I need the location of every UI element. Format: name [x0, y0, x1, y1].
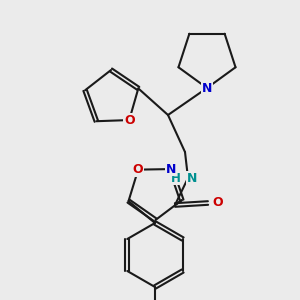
Text: O: O [124, 114, 135, 127]
Text: N: N [166, 163, 176, 176]
Text: N: N [202, 82, 212, 94]
Text: H: H [171, 172, 181, 184]
Text: O: O [213, 196, 223, 209]
Text: N: N [187, 172, 197, 184]
Text: O: O [133, 163, 143, 176]
